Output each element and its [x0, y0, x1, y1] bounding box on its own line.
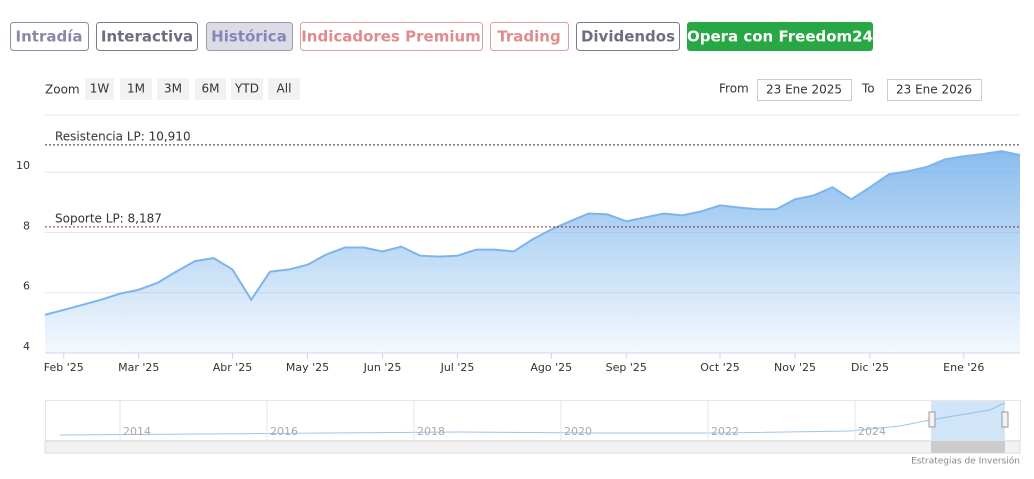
plot: 4 6 8 10 Feb '25 Mar '25 Abr '25 May '25 Jun '25…: [16, 114, 1021, 374]
x-tick-label: Mar '25: [118, 361, 159, 374]
navigator-line: [59, 402, 1006, 436]
x-tick-label: Sep '25: [606, 361, 647, 374]
navigator-year: 2016: [270, 425, 298, 438]
scrollbar-thumb[interactable]: [931, 441, 1005, 453]
level-label: Soporte LP: 8,187: [55, 211, 162, 225]
tab-bar: Intradía Interactiva Histórica Indicador…: [10, 22, 873, 51]
zoom-button-label: All: [277, 82, 292, 96]
navigator-year: 2020: [564, 425, 592, 438]
x-tick-label: Abr '25: [213, 361, 253, 374]
x-tick-label: Oct '25: [700, 361, 740, 374]
tab-label: Opera con Freedom24: [687, 28, 873, 46]
navigator-year: 2018: [417, 425, 445, 438]
tab[interactable]: [576, 22, 680, 51]
tab-label: Dividendos: [581, 28, 675, 46]
scrollbar[interactable]: [44, 440, 1021, 454]
x-tick-label: Feb '25: [44, 361, 84, 374]
x-tick-label: Ago '25: [530, 361, 572, 374]
x-tick-label: Jul '25: [440, 361, 475, 374]
navigator-year: 2024: [858, 425, 886, 438]
x-tick-label: Ene '26: [943, 361, 984, 374]
navigator: 2014 2016 2018 2020 2022 2024: [44, 400, 1021, 454]
navigator-handle[interactable]: [1001, 411, 1009, 428]
tab[interactable]: [10, 22, 89, 51]
footer: Estrategias de Inversión: [911, 456, 1020, 467]
y-tick-label: 6: [23, 280, 30, 293]
y-tick-label: 4: [23, 340, 30, 353]
y-tick-label: 10: [16, 159, 30, 172]
tab[interactable]: [300, 22, 483, 51]
navigator-handle[interactable]: [928, 411, 936, 428]
cta-button[interactable]: [687, 22, 873, 51]
zoom-button[interactable]: [231, 78, 263, 100]
x-tick-label: Jun '25: [363, 361, 402, 374]
zoom-button[interactable]: [195, 78, 226, 100]
zoom-button-label: 1M: [127, 82, 145, 96]
navigator-year: 2022: [711, 425, 739, 438]
tab[interactable]: [490, 22, 569, 51]
y-tick-label: 8: [23, 219, 30, 232]
zoom-button-label: YTD: [234, 82, 259, 96]
from-input[interactable]: [757, 79, 852, 101]
zoom-button-label: 1W: [90, 82, 110, 96]
line: [44, 150, 1021, 316]
navigator-selection[interactable]: [931, 401, 1005, 440]
zoom-button[interactable]: [120, 78, 152, 100]
from-label: From: [719, 82, 749, 96]
from-value: 23 Ene 2025: [766, 83, 842, 97]
area: [45, 151, 1020, 353]
tab-label: Intradía: [16, 28, 83, 46]
navigator-years: 2014 2016 2018 2020 2022 2024: [119, 401, 886, 440]
x-tick-label: May '25: [286, 361, 329, 374]
zoom-button-label: 6M: [202, 82, 220, 96]
tab-label: Interactiva: [101, 28, 193, 46]
tab-active[interactable]: [206, 22, 293, 51]
to-value: 23 Ene 2026: [896, 83, 972, 97]
tab-label: Histórica: [211, 28, 287, 46]
tab-label: Trading: [497, 28, 560, 46]
level-label: Resistencia LP: 10,910: [55, 129, 191, 143]
zoom-buttons: 1W 1M 3M 6M YTD All: [85, 78, 300, 100]
navigator-year: 2014: [123, 425, 151, 438]
zoom-button[interactable]: [85, 78, 114, 100]
tab[interactable]: [96, 22, 198, 51]
to-label: To: [861, 82, 875, 96]
zoom-button[interactable]: [157, 78, 189, 100]
tab-label: Indicadores Premium: [301, 28, 481, 46]
to-input[interactable]: [887, 79, 982, 101]
zoom-label: Zoom: [45, 83, 80, 97]
x-tick-label: Nov '25: [774, 361, 816, 374]
zoom-button[interactable]: [268, 78, 300, 100]
x-tick-label: Dic '25: [851, 361, 889, 374]
zoom-button-label: 3M: [164, 82, 182, 96]
